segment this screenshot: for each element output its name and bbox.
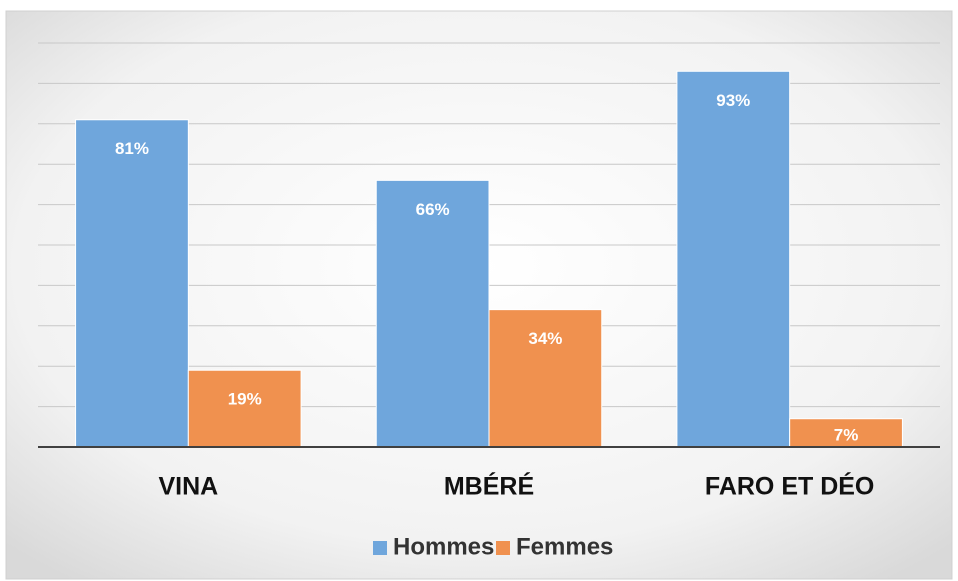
bar	[789, 418, 903, 448]
legend-label: Femmes	[516, 533, 613, 560]
bar	[488, 309, 603, 448]
x-tick-label: VINA	[158, 473, 218, 501]
x-tick-label: FARO ET DÉO	[705, 472, 874, 501]
legend-swatch	[373, 541, 387, 555]
bar	[375, 179, 490, 448]
data-label: 19%	[228, 390, 262, 409]
legend-label: Hommes	[393, 533, 494, 560]
data-label: 81%	[115, 139, 149, 158]
data-label: 93%	[716, 91, 750, 110]
bar	[75, 119, 189, 448]
bar	[187, 369, 302, 448]
bar	[676, 70, 791, 448]
legend-swatch	[496, 541, 510, 555]
x-tick-label: MBÉRÉ	[444, 472, 534, 501]
data-label: 34%	[528, 329, 562, 348]
data-label: 7%	[834, 425, 859, 444]
data-label: 66%	[416, 200, 450, 219]
